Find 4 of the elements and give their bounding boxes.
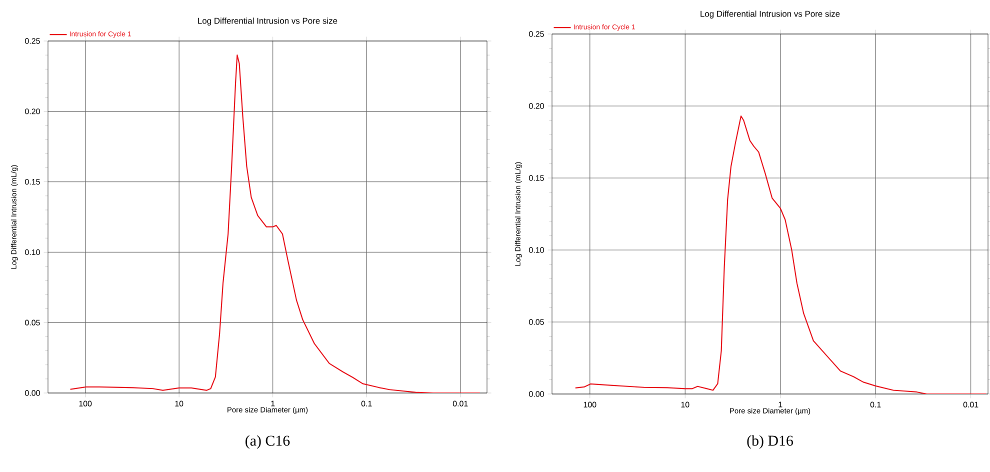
text: (a) C16	[246, 435, 290, 449]
chart-title: Log Differential Intrusion vs Pore size	[198, 18, 338, 26]
chart-title: Log Differential Intrusion vs Pore size	[700, 10, 840, 18]
text: (b) D16	[747, 435, 794, 449]
